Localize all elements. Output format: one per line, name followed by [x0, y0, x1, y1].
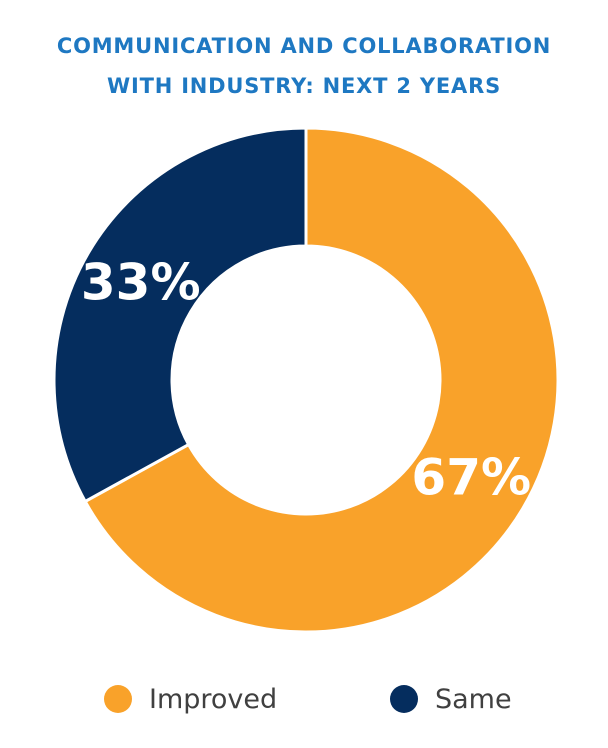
legend-swatch-same: [390, 685, 418, 713]
chart-title-line-1: COMMUNICATION AND COLLABORATION: [56, 34, 552, 58]
chart-title: COMMUNICATION AND COLLABORATION WITH IND…: [0, 26, 608, 106]
donut-slice-same: [52, 126, 308, 504]
chart-title-line-2: WITH INDUSTRY: NEXT 2 YEARS: [107, 74, 501, 98]
chart-legend: Improved Same: [0, 674, 608, 724]
legend-label-improved: Improved: [149, 683, 278, 715]
legend-item-same: Same: [390, 674, 512, 724]
donut-chart: 67% 33%: [52, 126, 560, 634]
legend-label-same: Same: [435, 683, 512, 715]
donut-slice-improved: [83, 126, 560, 634]
donut-data-labels: 67% 33%: [81, 253, 531, 506]
data-label-same: 33%: [81, 253, 201, 311]
legend-item-improved: Improved: [104, 674, 277, 724]
donut-slices: [52, 126, 560, 634]
legend-swatch-improved: [104, 685, 132, 713]
data-label-improved: 67%: [411, 449, 531, 507]
